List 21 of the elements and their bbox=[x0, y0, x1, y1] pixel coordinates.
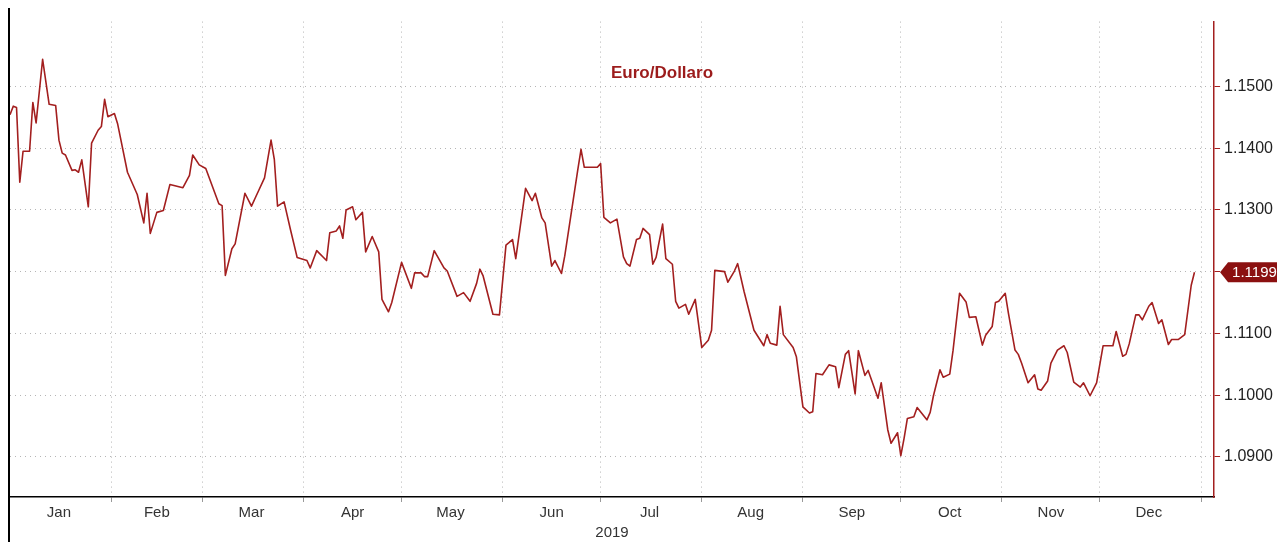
x-tick-label: Nov bbox=[1037, 503, 1065, 521]
y-tick-label: 1.0900 bbox=[1224, 447, 1274, 465]
x-tick-label: Dec bbox=[1135, 503, 1163, 521]
y-tick-label: 1.1000 bbox=[1224, 385, 1274, 403]
y-tick-label: 1.1100 bbox=[1224, 323, 1272, 341]
y-tick-label: 1.1400 bbox=[1224, 138, 1274, 156]
x-tick-label: Mar bbox=[238, 503, 265, 521]
x-axis-title: 2019 bbox=[595, 523, 629, 541]
x-tick-label: Apr bbox=[340, 503, 365, 521]
text: Euro/Dollaro bbox=[611, 63, 714, 83]
x-tick-label: Jul bbox=[639, 503, 660, 521]
x-tick-label: Feb bbox=[143, 503, 170, 521]
x-tick-label: May bbox=[436, 503, 466, 521]
y-tick-label: 1.1300 bbox=[1224, 200, 1274, 218]
x-tick-label: Aug bbox=[737, 503, 765, 521]
x-tick-label: Jan bbox=[46, 503, 72, 521]
x-tick-label: Jun bbox=[539, 503, 564, 521]
y-tick-label: 1.1500 bbox=[1224, 76, 1274, 94]
x-tick-label: Sep bbox=[838, 503, 866, 521]
x-tick-label: Oct bbox=[938, 503, 963, 521]
annotation: 1.1199 bbox=[1232, 263, 1277, 281]
